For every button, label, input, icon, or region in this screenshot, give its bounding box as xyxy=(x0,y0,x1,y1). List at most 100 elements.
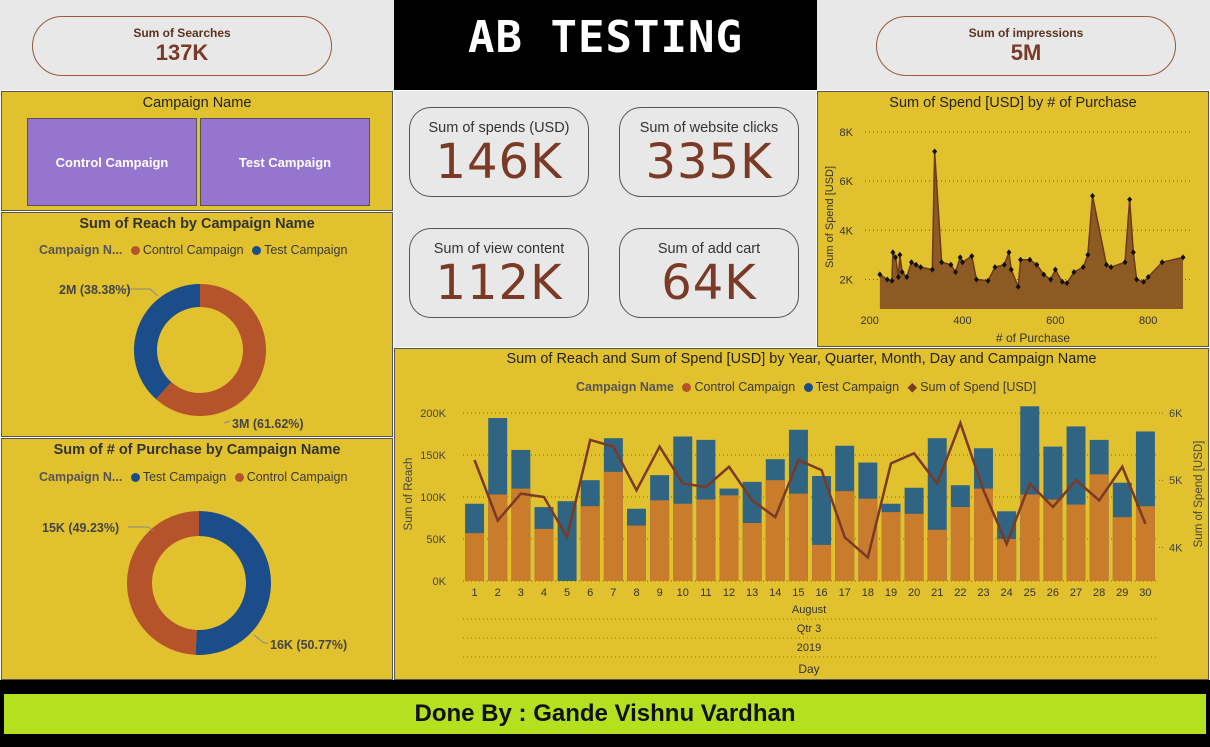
area-point xyxy=(1018,256,1024,263)
area-point xyxy=(1034,261,1040,268)
spend-area-chart: 2K 4K 6K 8K 200 400 600 800 # of Purchase Sum o… xyxy=(824,127,1190,345)
combo-xtick: 15 xyxy=(792,587,804,599)
combo-xtick: 29 xyxy=(1116,587,1128,599)
combo-xtick: 18 xyxy=(862,587,874,599)
combo-bar-control xyxy=(904,513,924,581)
combo-bar-control xyxy=(488,494,508,581)
combo-ytick: 50K xyxy=(426,534,446,546)
combo-ytick: 0K xyxy=(433,576,447,588)
legend-dot-control xyxy=(130,246,140,255)
purchase-label-test: 16K (50.77%) xyxy=(270,638,347,652)
kpi-searches: Sum of Searches 137K xyxy=(32,16,332,76)
area-point xyxy=(895,274,901,281)
area-xtick: 200 xyxy=(860,315,878,327)
area-point xyxy=(913,261,919,268)
combo-bar-control xyxy=(927,529,947,581)
kpi-impressions-label: Sum of impressions xyxy=(968,26,1084,40)
legend-item-spend: Sum of Spend [USD] xyxy=(920,380,1037,394)
area-title: Sum of Spend [USD] by # of Purchase xyxy=(889,95,1137,111)
combo-bar-control xyxy=(974,488,993,581)
combo-xtick: 1 xyxy=(472,587,478,599)
combo-xtick: 11 xyxy=(700,587,711,599)
area-point xyxy=(1001,261,1007,268)
combo-legend: Campaign Name Control Campaign Test Camp… xyxy=(576,379,1036,394)
area-point xyxy=(1041,271,1047,278)
combo-spend-line xyxy=(473,419,1147,560)
area-xtick: 400 xyxy=(953,315,971,327)
card-cart-value: 64K xyxy=(661,255,757,311)
combo-xtick: 7 xyxy=(610,587,616,599)
purchase-donut-title: Sum of # of Purchase by Campaign Name xyxy=(53,442,341,458)
spend-area-panel: Sum of Spend [USD] by # of Purchase 2K 4K… xyxy=(817,91,1209,347)
area-point xyxy=(973,276,979,283)
combo-bar-control xyxy=(1043,499,1063,581)
area-point xyxy=(939,259,945,266)
combo-xtick: 23 xyxy=(977,587,989,599)
combo-xtick: 8 xyxy=(633,587,639,599)
combo-bar-control xyxy=(812,544,832,581)
donut-slice-control-campaign xyxy=(155,284,267,416)
combo-bar-control xyxy=(1112,517,1132,581)
page-title: AB TESTING xyxy=(394,0,817,90)
combo-xtick: 27 xyxy=(1070,587,1082,599)
legend-dot-control xyxy=(234,473,244,482)
area-point xyxy=(884,276,890,283)
area-point xyxy=(960,259,965,266)
donut-slice-test-campaign xyxy=(195,511,271,655)
reach-donut-legend: Campaign N... Control Campaign Test Camp… xyxy=(39,243,347,257)
combo-xtick: 4 xyxy=(541,587,547,599)
combo-bar-control xyxy=(742,523,762,581)
legend-title: Campaign N... xyxy=(39,470,123,484)
combo-bar-control xyxy=(650,500,670,581)
combo-xtick: 30 xyxy=(1139,587,1151,599)
legend-item-control: Control Campaign xyxy=(246,470,348,484)
area-point xyxy=(985,277,991,284)
combo-bar-control xyxy=(465,533,485,581)
area-point xyxy=(893,254,899,261)
card-spends-label: Sum of spends (USD) xyxy=(428,120,570,136)
donut-slice-test-campaign xyxy=(134,284,200,400)
area-point xyxy=(1122,259,1128,266)
card-view-value: 112K xyxy=(435,255,563,311)
combo-xtick: 6 xyxy=(587,587,593,599)
area-point xyxy=(948,261,954,268)
area-point xyxy=(890,249,896,256)
slicer-option-test[interactable]: Test Campaign xyxy=(200,118,370,206)
combo-y2label: Sum of Spend [USD] xyxy=(1193,441,1205,548)
footer-credit: Done By : Gande Vishnu Vardhan xyxy=(4,694,1206,734)
area-point xyxy=(1141,278,1147,285)
reach-spend-combo-panel: Sum of Reach and Sum of Spend [USD] by Y… xyxy=(394,348,1209,680)
purchase-donut-legend: Campaign N... Test Campaign Control Camp… xyxy=(39,470,347,484)
combo-xtick: 2 xyxy=(495,587,501,599)
card-add-cart: Sum of add cart 64K xyxy=(619,228,799,318)
combo-bar-control xyxy=(1089,474,1109,581)
donut-slice-control-campaign xyxy=(126,511,199,655)
area-point xyxy=(1145,274,1151,281)
combo-xlabel: Day xyxy=(798,662,819,676)
area-ytick: 8K xyxy=(840,127,854,139)
combo-xtick: 17 xyxy=(839,587,851,599)
combo-bar-control xyxy=(1135,506,1155,581)
combo-y2tick: 5K xyxy=(1169,475,1183,487)
area-point xyxy=(1134,276,1140,283)
purchase-donut-chart: 15K (49.23%) 16K (50.77%) xyxy=(42,511,347,655)
combo-hier-month: August xyxy=(792,604,826,616)
area-xlabel: # of Purchase xyxy=(996,331,1070,345)
combo-xtick: 22 xyxy=(954,587,966,599)
combo-bar-control xyxy=(1020,494,1040,581)
combo-xtick: 10 xyxy=(677,587,689,599)
card-website-clicks: Sum of website clicks 335K xyxy=(619,107,799,197)
legend-item-test: Test Campaign xyxy=(142,470,227,484)
area-ytick: 6K xyxy=(840,176,854,188)
combo-bar-control xyxy=(719,495,739,581)
purchase-label-control: 15K (49.23%) xyxy=(42,521,119,535)
area-point xyxy=(899,269,905,276)
area-point xyxy=(1015,283,1021,290)
combo-hier-quarter: Qtr 3 xyxy=(797,623,821,635)
kpi-searches-label: Sum of Searches xyxy=(133,26,231,40)
slicer-option-control[interactable]: Control Campaign xyxy=(27,118,197,206)
combo-ylabel: Sum of Reach xyxy=(403,458,415,531)
area-xtick: 800 xyxy=(1139,315,1157,327)
combo-bar-control xyxy=(788,493,808,581)
